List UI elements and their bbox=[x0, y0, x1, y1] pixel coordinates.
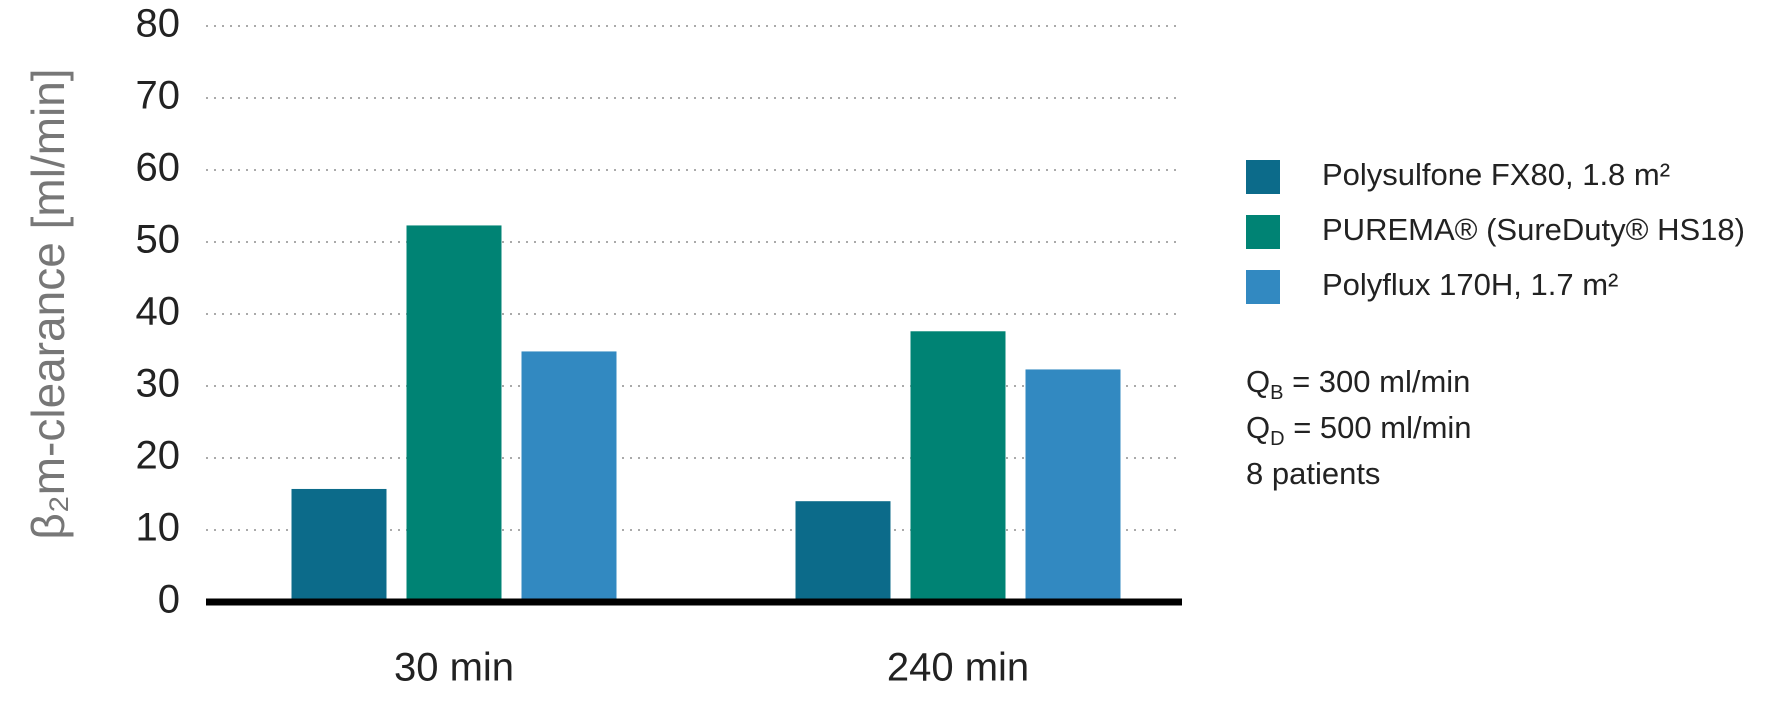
note-symbol: Q bbox=[1246, 410, 1270, 445]
bar bbox=[521, 351, 617, 602]
legend-swatch bbox=[1246, 270, 1280, 304]
note-subscript: D bbox=[1270, 428, 1284, 450]
legend-label: PUREMA® (SureDuty® HS18) bbox=[1322, 212, 1745, 247]
note-subscript: B bbox=[1270, 382, 1283, 404]
note-symbol: Q bbox=[1246, 364, 1270, 399]
bar bbox=[795, 501, 891, 602]
legend-swatch bbox=[1246, 215, 1280, 249]
y-tick-label: 30 bbox=[136, 362, 181, 406]
y-axis-title: β₂m-clearance [ml/min] bbox=[22, 68, 74, 539]
legend-label: Polysulfone FX80, 1.8 m² bbox=[1322, 157, 1670, 192]
legend-label: Polyflux 170H, 1.7 m² bbox=[1322, 267, 1618, 302]
bar bbox=[291, 488, 387, 602]
legend-swatch bbox=[1246, 160, 1280, 194]
x-tick-label: 240 min bbox=[887, 646, 1029, 690]
note-text: = 300 ml/min bbox=[1283, 364, 1470, 399]
y-tick-label: 80 bbox=[136, 2, 181, 46]
note: QD = 500 ml/min bbox=[1246, 410, 1472, 450]
x-tick-label: 30 min bbox=[394, 646, 514, 690]
note-text: = 500 ml/min bbox=[1285, 410, 1472, 445]
y-tick-label: 10 bbox=[136, 506, 181, 550]
y-tick-label: 20 bbox=[136, 434, 181, 478]
y-tick-label: 50 bbox=[136, 218, 181, 262]
y-tick-label: 70 bbox=[136, 74, 181, 118]
note: 8 patients bbox=[1246, 456, 1380, 491]
bar bbox=[406, 225, 502, 602]
bar bbox=[1025, 369, 1121, 602]
note-text: 8 patients bbox=[1246, 456, 1380, 491]
y-tick-label: 0 bbox=[158, 578, 180, 622]
y-tick-label: 40 bbox=[136, 290, 181, 334]
y-tick-label: 60 bbox=[136, 146, 181, 190]
note: QB = 300 ml/min bbox=[1246, 364, 1470, 404]
bar bbox=[910, 331, 1006, 602]
